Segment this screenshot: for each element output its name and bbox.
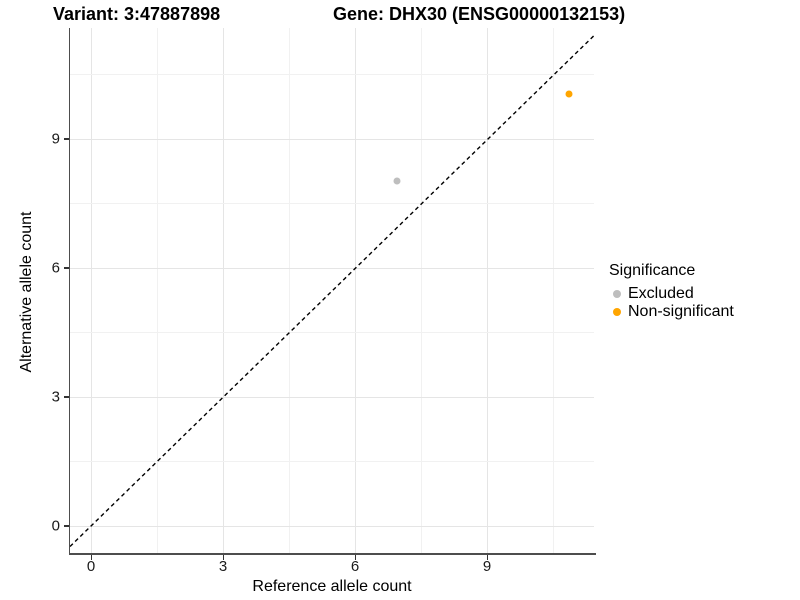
gridline-x-minor [289,28,290,553]
x-tick-mark [90,555,92,560]
legend-label-excluded: Excluded [628,285,694,302]
non-significant-point-icon [613,308,621,316]
gridline-x-major [487,28,488,553]
y-tick-mark [64,138,69,140]
x-tick-label-3: 3 [218,558,228,575]
plot-layer [70,35,594,548]
legend-item-non-significant: Non-significant [609,303,734,321]
gridline-x-major [355,28,356,553]
identity-reference-line [70,35,594,548]
plot-title-gene: Gene: DHX30 (ENSG00000132153) [333,4,626,24]
x-axis-line [68,553,596,555]
legend-label-non-significant: Non-significant [628,303,734,320]
x-tick-label-6: 6 [350,558,360,575]
data-point-excluded [393,177,401,185]
x-tick-label-0: 0 [86,558,96,575]
y-tick-mark [64,525,69,527]
gridline-y-major [70,139,594,140]
x-axis-label: Reference allele count [252,578,412,595]
y-tick-mark [64,267,69,269]
y-tick-label-3: 3 [51,388,60,406]
x-tick-mark [354,555,356,560]
gridline-y-major [70,397,594,398]
y-tick-label-9: 9 [51,130,60,148]
y-axis-line [68,28,70,555]
gridline-x-major [91,28,92,553]
plot-panel [70,28,594,553]
x-tick-mark [486,555,488,560]
gridline-x-major [223,28,224,553]
x-tick-mark [222,555,224,560]
y-tick-label-0: 0 [51,517,60,535]
gridline-y-major [70,526,594,527]
data-point-non-significant [565,90,573,98]
gridline-y-minor [70,74,594,75]
gridline-y-minor [70,332,594,333]
gridline-x-minor [157,28,158,553]
legend-item-excluded: Excluded [609,285,734,303]
gridline-x-minor [421,28,422,553]
legend: Significance Excluded Non-significant [609,262,734,321]
legend-title: Significance [609,262,696,279]
y-tick-label-6: 6 [51,259,60,277]
gridline-y-major [70,268,594,269]
excluded-point-icon [613,290,621,298]
gridline-y-minor [70,203,594,204]
y-tick-mark [64,396,69,398]
plot-title-variant: Variant: 3:47887898 [53,4,221,24]
y-axis-label: Alternative allele count [18,211,35,373]
gridline-y-minor [70,461,594,462]
gridline-x-minor [553,28,554,553]
x-tick-label-9: 9 [482,558,492,575]
